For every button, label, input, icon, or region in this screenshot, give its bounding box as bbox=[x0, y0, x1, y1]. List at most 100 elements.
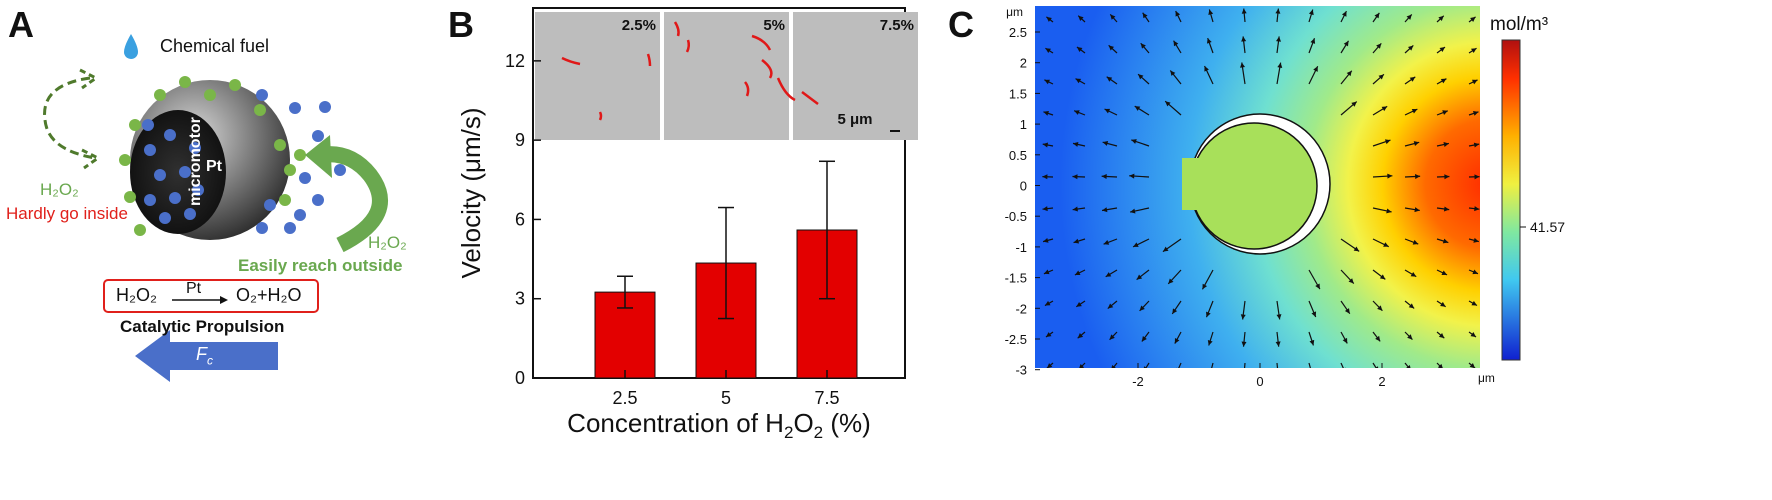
flow-arrow-head bbox=[1341, 11, 1347, 17]
flow-arrow bbox=[1308, 362, 1311, 368]
flow-arrow-head bbox=[1136, 274, 1143, 280]
flow-arrow-head bbox=[1242, 370, 1247, 375]
flow-arrow-head bbox=[1101, 173, 1107, 179]
flow-arrow-head bbox=[1378, 74, 1384, 80]
flow-arrow-head bbox=[1381, 106, 1388, 112]
y-tick-label: 0 bbox=[1020, 179, 1027, 194]
flow-arrow-head bbox=[1140, 43, 1146, 49]
trajectory-track bbox=[744, 81, 750, 97]
inner-blue-dots bbox=[142, 119, 204, 224]
flow-arrow-head bbox=[1044, 300, 1051, 306]
flow-arrow-head bbox=[1138, 74, 1144, 80]
flow-arrow-head bbox=[1343, 40, 1349, 47]
flow-arrow-head bbox=[1277, 62, 1283, 68]
h2o2-left-label: H₂O₂ bbox=[40, 180, 79, 199]
flow-arrow bbox=[1243, 362, 1246, 368]
easily-label: Easily reach outside bbox=[238, 256, 403, 275]
colorbar-unit: mol/m³ bbox=[1490, 14, 1548, 35]
h2o2-right-label: H₂O₂ bbox=[368, 233, 407, 252]
x-tick-label: 7.5 bbox=[814, 388, 839, 408]
flow-arrow-head bbox=[1073, 238, 1080, 244]
flow-arrow-head bbox=[1440, 78, 1447, 84]
flow-arrow-head bbox=[1078, 15, 1084, 21]
flow-arrow-head bbox=[1042, 174, 1048, 180]
flow-arrow-head bbox=[1143, 366, 1147, 368]
flow-arrow-head bbox=[1209, 369, 1214, 374]
microscopy-inset bbox=[664, 12, 789, 140]
flow-arrow-head bbox=[1375, 335, 1381, 342]
flow-arrow-head bbox=[1344, 367, 1346, 368]
flow-arrow bbox=[1145, 362, 1150, 368]
flow-arrow-head bbox=[1170, 70, 1176, 76]
flow-arrow-head bbox=[1386, 208, 1392, 214]
x-tick-label: 2.5 bbox=[612, 388, 637, 408]
flow-arrow-head bbox=[1043, 269, 1050, 275]
flow-arrow-head bbox=[1472, 111, 1479, 116]
trajectory-track bbox=[673, 21, 680, 37]
reaction-box bbox=[103, 279, 319, 313]
flow-arrow-head bbox=[1442, 238, 1449, 244]
flow-arrow-head bbox=[1129, 173, 1135, 179]
trajectory-track bbox=[801, 90, 819, 106]
flow-arrow-head bbox=[1375, 366, 1379, 368]
flow-arrow-head bbox=[1406, 14, 1412, 20]
flow-arrow-head bbox=[1438, 332, 1445, 339]
flow-arrow-head bbox=[1383, 242, 1389, 247]
flow-arrow bbox=[1276, 362, 1279, 368]
flow-arrow-head bbox=[1176, 367, 1177, 368]
flow-arrow-head bbox=[1313, 66, 1318, 72]
flow-arrow-head bbox=[1379, 274, 1386, 280]
flow-arrow-head bbox=[1105, 272, 1112, 277]
flow-arrow-head bbox=[1111, 365, 1116, 368]
reaction-products: O₂+H₂O bbox=[236, 285, 302, 305]
panel-b-letter: B bbox=[448, 4, 474, 45]
flow-arrow-head bbox=[1134, 106, 1141, 111]
y-tick-label: -0.5 bbox=[1005, 209, 1027, 224]
y-tick-label: 6 bbox=[515, 209, 525, 229]
panel-c-letter: C bbox=[948, 4, 974, 45]
flow-arrow-head bbox=[1162, 246, 1169, 252]
y-tick-label: 2.5 bbox=[1009, 25, 1027, 40]
flow-arrow-head bbox=[1074, 110, 1080, 115]
green-curve-arrow bbox=[318, 146, 388, 253]
flow-arrow-head bbox=[1045, 332, 1052, 338]
flow-arrow-head bbox=[1206, 311, 1211, 318]
y-tick-label: -1.5 bbox=[1005, 271, 1027, 286]
flow-arrow-head bbox=[1106, 76, 1113, 82]
x-unit-label: μm bbox=[1478, 371, 1495, 385]
flow-arrow-head bbox=[1384, 139, 1391, 145]
trajectory-track bbox=[761, 59, 773, 79]
inset-label: 2.5% bbox=[622, 17, 656, 34]
flow-arrow-head bbox=[1047, 363, 1053, 368]
flow-arrow-head bbox=[1110, 14, 1116, 20]
flow-arrow-head bbox=[1443, 206, 1450, 212]
droplet-icon bbox=[124, 34, 138, 59]
flow-arrow bbox=[1372, 362, 1377, 368]
flow-arrow-head bbox=[1240, 62, 1245, 68]
flow-arrow-head bbox=[1107, 303, 1114, 309]
flow-arrow-head bbox=[1206, 38, 1212, 44]
x-axis-label: Concentration of H2O2 (%) bbox=[567, 408, 871, 442]
flow-arrow-head bbox=[1276, 314, 1282, 320]
flow-arrow-head bbox=[1414, 207, 1420, 213]
flow-arrow-head bbox=[1351, 101, 1357, 107]
propulsion-label: Catalytic Propulsion bbox=[120, 317, 285, 336]
flow-arrow-head bbox=[1241, 341, 1247, 347]
colorbar-value: 41.57 bbox=[1530, 219, 1565, 235]
flow-arrow-head bbox=[1471, 79, 1478, 85]
flow-arrow-head bbox=[1309, 339, 1315, 346]
force-label: Fc bbox=[196, 344, 213, 368]
flow-arrow-head bbox=[1102, 207, 1108, 213]
flow-arrow-head bbox=[1411, 109, 1418, 114]
flow-arrow-head bbox=[1437, 363, 1443, 368]
fuel-label: Chemical fuel bbox=[160, 36, 270, 56]
x-tick-label: 0 bbox=[1256, 374, 1263, 389]
flow-arrow-head bbox=[1275, 8, 1281, 14]
flow-arrow-head bbox=[1168, 278, 1174, 284]
colorbar bbox=[1501, 39, 1521, 361]
flow-arrow-head bbox=[1108, 45, 1115, 51]
x-tick-label: -2 bbox=[1132, 374, 1144, 389]
y-tick-label: 9 bbox=[515, 130, 525, 150]
flow-arrow-head bbox=[1308, 369, 1313, 374]
flow-arrow-head bbox=[1408, 303, 1415, 309]
